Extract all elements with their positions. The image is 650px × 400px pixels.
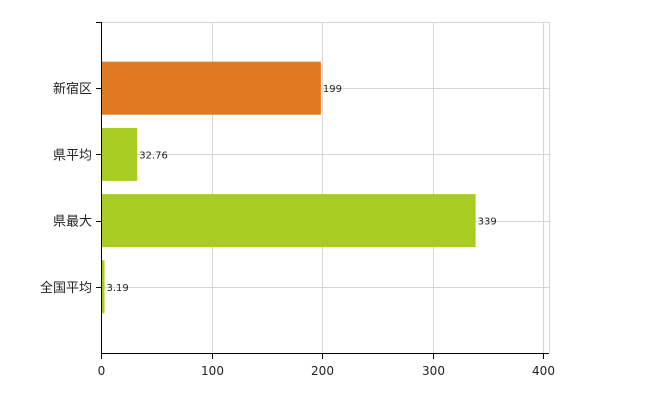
- x-tick-label-200: 200: [311, 364, 334, 378]
- data-label-2: 339: [478, 217, 497, 228]
- x-tick-label-0: 0: [98, 364, 106, 378]
- bar-1: [101, 127, 138, 181]
- x-tick-label-100: 100: [201, 364, 224, 378]
- bars: [101, 61, 476, 314]
- data-label-1: 32.76: [139, 150, 168, 161]
- category-label-3: 全国平均: [40, 280, 92, 296]
- data-label-3: 3.19: [107, 283, 129, 294]
- category-label-1: 県平均: [53, 148, 92, 163]
- bar-2: [101, 194, 476, 248]
- bar-3: [101, 260, 105, 314]
- labels: 199 新宿区 32.76 県平均 339 県最大 3.19 全国平均 0 100 200 300 40…: [40, 81, 555, 378]
- category-label-2: 県最大: [53, 215, 92, 230]
- x-tick-label-300: 300: [422, 364, 445, 378]
- x-tick-label-400: 400: [532, 364, 555, 378]
- bar-0: [101, 61, 321, 115]
- data-label-0: 199: [323, 84, 342, 95]
- axes: [96, 22, 549, 359]
- category-label-0: 新宿区: [53, 81, 92, 97]
